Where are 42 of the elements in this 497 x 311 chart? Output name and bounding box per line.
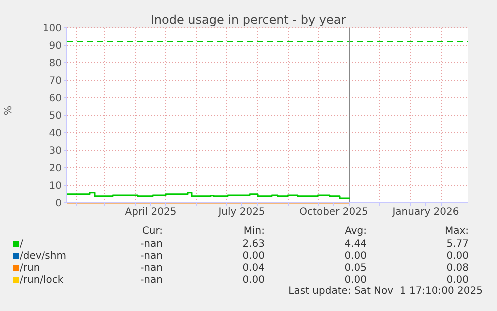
y-tick-label: 50 bbox=[49, 111, 62, 122]
legend-label: /dev/shm bbox=[20, 250, 66, 262]
text: 0.04 bbox=[242, 262, 265, 274]
text: 0.00 bbox=[344, 274, 367, 286]
x-tick-label: October 2025 bbox=[300, 207, 368, 218]
text: 0.00 bbox=[242, 250, 265, 262]
legend-label: /run/lock bbox=[20, 274, 64, 286]
text: -nan bbox=[140, 250, 163, 262]
text: 0.00 bbox=[242, 274, 265, 286]
y-tick-label: 0 bbox=[56, 198, 62, 210]
y-tick-label: 40 bbox=[49, 128, 62, 140]
text: Last update: Sat Nov 1 17:10:00 2025 bbox=[288, 286, 483, 298]
text: 0.00 bbox=[344, 250, 367, 262]
x-tick-label: January 2026 bbox=[392, 207, 460, 218]
text: 2.63 bbox=[242, 238, 265, 250]
text: 0.00 bbox=[446, 274, 469, 286]
text: Max: bbox=[444, 226, 469, 238]
y-tick-label: 80 bbox=[49, 58, 62, 70]
text: -nan bbox=[140, 238, 163, 250]
y-axis-title: % bbox=[4, 106, 15, 116]
x-tick-label: April 2025 bbox=[125, 207, 177, 218]
text: 0.05 bbox=[344, 262, 367, 274]
y-tick-label: 20 bbox=[49, 164, 62, 175]
text: Avg: bbox=[344, 226, 367, 238]
text: -nan bbox=[140, 274, 163, 286]
y-tick-label: 30 bbox=[49, 146, 62, 158]
text: 4.44 bbox=[344, 238, 367, 250]
text: Cur: bbox=[141, 226, 163, 238]
y-tick-label: 60 bbox=[49, 94, 62, 105]
legend-label: / bbox=[20, 238, 24, 250]
y-tick-label: 90 bbox=[49, 41, 62, 52]
chart-title: Inode usage in percent - by year bbox=[150, 13, 346, 27]
legend-label: /run bbox=[20, 262, 40, 274]
text: Min: bbox=[242, 226, 265, 238]
y-tick-label: 100 bbox=[42, 24, 62, 35]
text: -nan bbox=[140, 262, 163, 274]
text: 0.00 bbox=[446, 250, 469, 262]
text: 5.77 bbox=[446, 238, 469, 250]
text: 0.08 bbox=[446, 262, 469, 274]
y-tick-label: 70 bbox=[49, 76, 62, 88]
x-tick-label: July 2025 bbox=[218, 207, 266, 218]
y-tick-label: 10 bbox=[49, 181, 62, 192]
